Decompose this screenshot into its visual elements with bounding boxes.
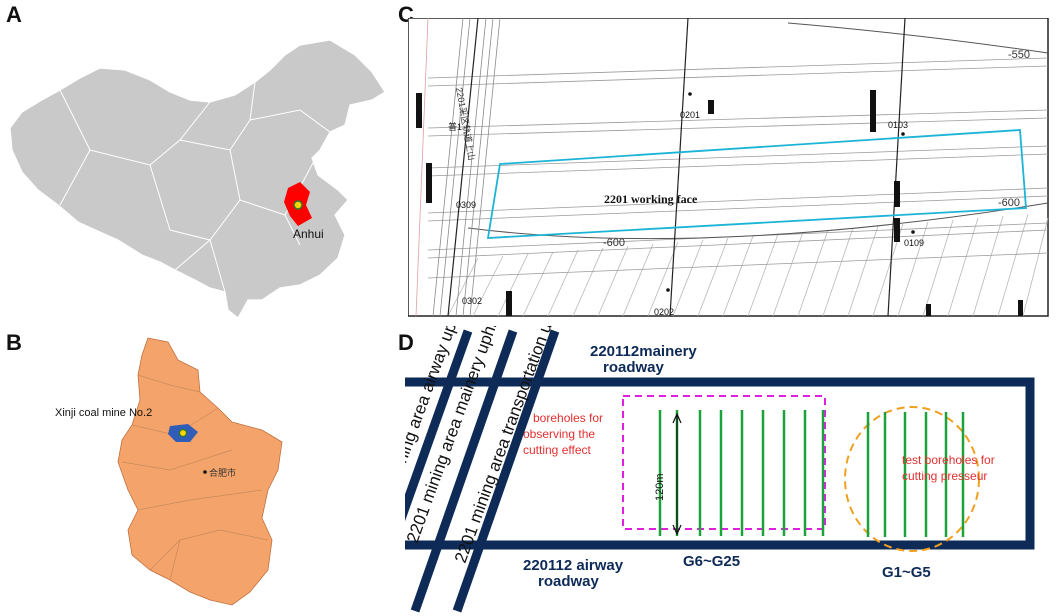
hatch-zone [447, 213, 1049, 317]
test-boreholes [866, 412, 965, 537]
panel-label-b: B [6, 330, 22, 355]
observe-region [622, 395, 826, 530]
uphill-roadway [410, 329, 518, 613]
anhui-label: Anhui [293, 227, 324, 241]
anhui-marker [293, 200, 303, 210]
group-label-g1-g5: G1~G5 [882, 564, 931, 581]
borehole-label: 0103 [888, 120, 908, 130]
working-face-label: 2201 working face [604, 192, 698, 206]
city-label: 合肥市 [209, 467, 236, 478]
mine-marker [178, 428, 188, 438]
contour-label: -600 [998, 197, 1020, 209]
working-face-outline [486, 129, 1027, 239]
roadway-frame [405, 377, 1035, 550]
mine-plan: 2201 working face -550 -600 -600 0201 01… [408, 18, 1049, 317]
mainery-roadway-label-1: 220112mainery [590, 343, 697, 360]
mine-label: Xinji coal mine No.2 [55, 407, 152, 419]
borehole-label: 0201 [680, 110, 700, 120]
group-label-g6-g25: G6~G25 [683, 553, 740, 570]
anhui-map: Xinji coal mine No.2 合肥市 [55, 337, 283, 606]
test-region [844, 406, 980, 552]
airway-roadway-label-1: 220112 airway [523, 557, 624, 574]
observe-text-2: observing the [523, 427, 595, 441]
anhui-landmass [117, 337, 283, 606]
observe-boreholes [658, 410, 825, 536]
borehole-label: 0202 [654, 307, 674, 317]
contour-label: -600 [603, 237, 625, 249]
panel-label-a: A [6, 2, 22, 27]
uphill-roadway [405, 329, 473, 522]
misc-label: 普1 [448, 121, 462, 132]
contour-label: -550 [1008, 49, 1030, 61]
borehole-label: 0309 [456, 200, 476, 210]
observe-text-1: boreholes for [533, 411, 603, 425]
length-label: 120m [654, 473, 666, 501]
test-text-1: test boreholes for [902, 453, 995, 467]
borehole-label: 0302 [462, 296, 482, 306]
borehole-schematic: 2201 mining area airway uphill 2201 mini… [405, 326, 1035, 613]
length-dimension [672, 412, 682, 536]
test-text-2: cutting presseur [902, 469, 987, 483]
china-map: Anhui [9, 39, 386, 319]
borehole-label: 0109 [904, 238, 924, 248]
china-landmass [9, 39, 386, 319]
panel-label-d: D [398, 330, 414, 355]
mainery-roadway-label-2: roadway [603, 359, 665, 376]
uphill-roadway [452, 329, 560, 613]
airway-roadway-label-2: roadway [538, 573, 600, 590]
observe-text-3: cutting effect [523, 443, 591, 457]
